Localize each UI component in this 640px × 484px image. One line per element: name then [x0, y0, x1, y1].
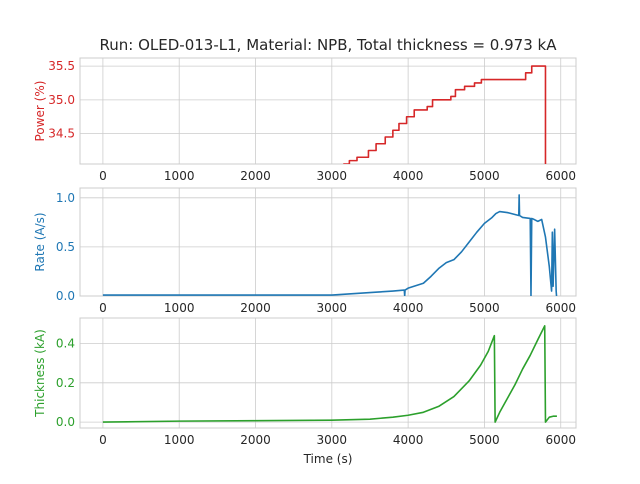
x-tick-label: 0 — [99, 301, 107, 315]
y-tick-label: 0.0 — [56, 289, 75, 303]
panel-rate: 0 1000 2000 3000 4000 5000 6000 0.0 0.5 1.0 Rate (… — [33, 187, 577, 315]
y-tick-label: 35.0 — [48, 93, 75, 107]
x-tick-label: 2000 — [240, 301, 271, 315]
axes-frame — [79, 317, 577, 429]
x-tick-label: 6000 — [545, 169, 576, 183]
x-tick-label: 2000 — [240, 433, 271, 447]
x-tick-label: 4000 — [393, 433, 424, 447]
panel-power: 0 1000 2000 3000 4000 5000 6000 34.5 35.0 35.5Pow… — [33, 57, 577, 183]
y-tick-label: 0.0 — [56, 415, 75, 429]
y-tick-label: 0.5 — [56, 240, 75, 254]
x-tick-label: 3000 — [317, 433, 348, 447]
x-tick-label: 0 — [99, 169, 107, 183]
x-tick-label: 5000 — [469, 433, 500, 447]
x-tick-label: 1000 — [164, 301, 195, 315]
x-axis-label: Time (s) — [303, 452, 353, 466]
axes-frame — [79, 187, 577, 297]
x-tick-label: 1000 — [164, 169, 195, 183]
figure-title: Run: OLED-013-L1, Material: NPB, Total t… — [100, 36, 558, 54]
y-tick-label: 1.0 — [56, 191, 75, 205]
x-tick-label: 6000 — [545, 433, 576, 447]
y-tick-label: 34.5 — [48, 127, 75, 141]
y-axis-label: Power (%) — [33, 81, 47, 142]
y-tick-label: 0.2 — [56, 376, 75, 390]
x-tick-label: 0 — [99, 433, 107, 447]
power-series-line — [343, 65, 547, 164]
y-tick-label: 0.4 — [56, 337, 75, 351]
x-tick-label: 5000 — [469, 169, 500, 183]
x-tick-label: 4000 — [393, 301, 424, 315]
x-tick-label: 3000 — [317, 169, 348, 183]
y-tick-label: 35.5 — [48, 59, 75, 73]
y-axis-label: Rate (A/s) — [33, 212, 47, 271]
y-axis-label: Thickness (kA) — [33, 329, 47, 418]
x-tick-label: 5000 — [469, 301, 500, 315]
x-tick-label: 3000 — [317, 301, 348, 315]
thickness-series-line — [102, 325, 557, 423]
x-tick-label: 2000 — [240, 169, 271, 183]
x-tick-label: 4000 — [393, 169, 424, 183]
x-tick-label: 6000 — [545, 301, 576, 315]
subplots: 0 1000 2000 3000 4000 5000 6000 34.5 35.0 35.5Pow… — [33, 57, 577, 447]
panel-thickness: 0 1000 2000 3000 4000 5000 6000 0.0 0.2 0.4 Thickn… — [33, 317, 577, 447]
axes-frame — [79, 57, 577, 165]
rate-series-line — [102, 194, 558, 296]
x-tick-label: 1000 — [164, 433, 195, 447]
